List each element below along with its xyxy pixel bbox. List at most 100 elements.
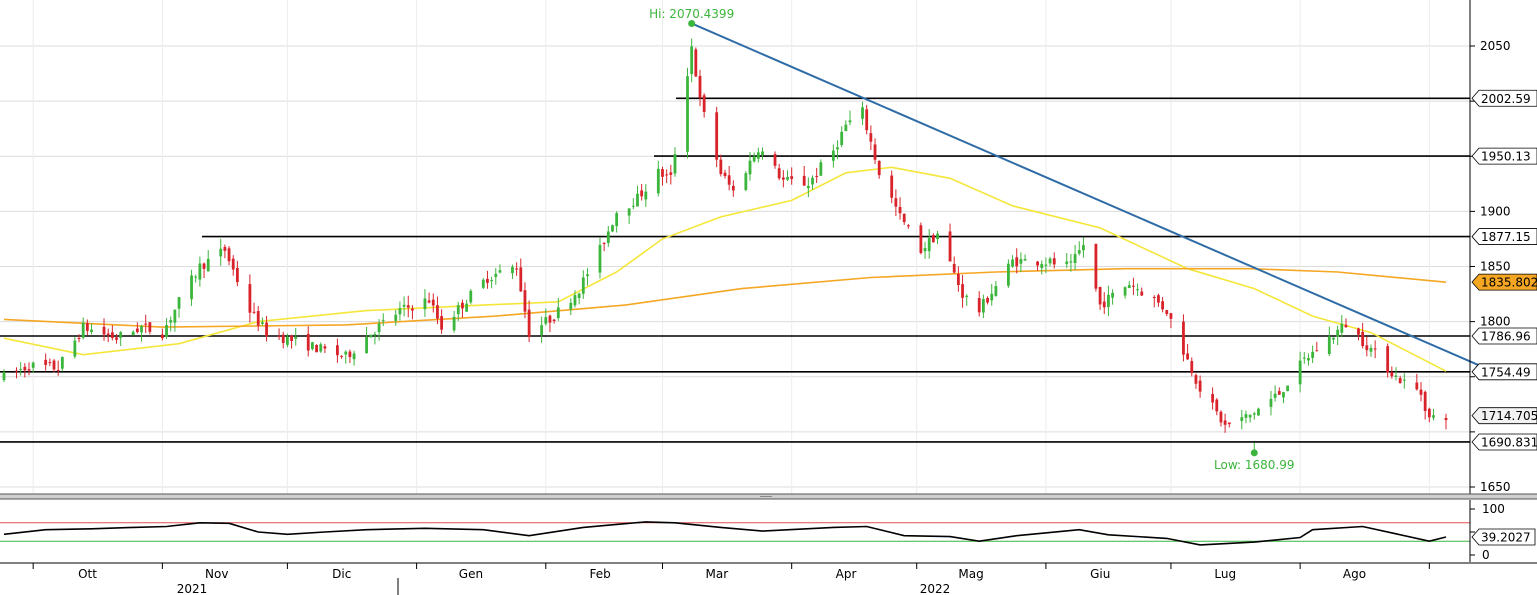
svg-text:1835.8024: 1835.8024 [1481,276,1537,290]
candlestick [140,324,143,342]
candlestick [994,280,998,297]
candlestick [436,296,439,325]
candlestick [756,147,760,163]
candlestick [1269,390,1273,416]
candlestick [281,331,285,349]
moving-average-line [3,267,1447,328]
candlestick [15,367,18,379]
candlestick [861,101,864,125]
candlestick [1169,312,1173,329]
candlestick [906,224,910,229]
candlestick [606,226,610,247]
candlestick [235,260,239,287]
candlestick [348,349,352,364]
last-price-tag: 1714.7051 [1471,407,1537,425]
candlestick [1227,422,1231,428]
svg-text:1877.15: 1877.15 [1481,230,1531,244]
candlestick [106,328,110,343]
candlestick [498,264,502,274]
candlestick [440,309,444,334]
candlestick [802,166,806,186]
year-label: 2022 [920,582,951,595]
candlestick [598,237,602,279]
candlestick [673,147,677,177]
candlestick [894,189,898,217]
candlestick [1048,256,1052,267]
candlestick [577,292,581,305]
candlestick [540,316,544,343]
candlestick [1186,344,1190,360]
candlestick [936,230,939,245]
candlestick [611,224,614,233]
candlestick [1361,322,1365,349]
candlestick [819,159,823,176]
candlestick [661,166,664,186]
month-label: Nov [205,567,228,581]
candlestick [1094,243,1098,292]
candlestick [902,213,906,225]
candlestick [481,277,485,289]
candlestick [1340,315,1344,338]
candlestick [260,317,264,326]
candlestick [148,322,152,335]
candlestick [1006,259,1010,288]
candlestick [119,331,123,346]
month-label: Ott [78,567,97,581]
rsi-y-tick-label: 100 [1482,502,1505,516]
candlestick [52,359,56,373]
candlestick [411,305,414,320]
candlestick [865,104,869,135]
time-axis: Ott Nov Dic Gen Feb Mar Apr Mag Giu Lug Ago 2021 202… [0,562,1537,595]
candlestick [1157,293,1160,307]
candlestick [548,314,552,333]
month-label: Dic [332,567,351,581]
candlestick [1327,326,1331,357]
candlestick [115,334,118,344]
trendline [691,22,1489,370]
candlestick [515,262,519,276]
candlestick [1357,327,1360,341]
month-label: Apr [836,567,857,581]
candlestick [781,170,785,188]
candlestick [1432,408,1435,421]
support-resistance-levels [0,97,1470,443]
candlestick [252,302,256,314]
candlestick [1211,387,1215,410]
candlestick [1240,409,1244,430]
candlestick [919,222,923,255]
candlestick [831,144,835,168]
candlestick [1315,341,1319,352]
rsi-value-tag: 39.2027 [1471,528,1536,546]
candlestick [761,147,764,160]
rsi-y-tick-label: 0 [1482,548,1490,562]
candlestick [131,330,135,336]
candlestick [494,268,498,285]
candlestick [1369,344,1373,357]
candlestick [490,276,494,289]
candlestick [398,301,402,321]
candlestick [511,264,514,279]
level-price-tag: 1950.13 [1471,147,1537,165]
candlestick [1273,385,1277,402]
y-tick-label: 1650 [1480,480,1511,494]
candlestick [277,328,281,340]
year-label: 2021 [177,582,208,595]
candlestick [1102,292,1106,314]
panel-divider[interactable] [0,493,1537,500]
candlestick [265,316,268,342]
candlestick [1123,286,1127,299]
candlestick [848,110,852,126]
candlestick [990,283,994,306]
candlestick [748,151,752,181]
candlestick [223,244,227,259]
candlestick [81,317,85,340]
candlestick [144,314,148,333]
candlestick [227,245,231,266]
candlestick [752,152,756,163]
candlestick [836,140,839,160]
candlestick [1311,345,1315,364]
candlestick [1244,410,1248,424]
candlestick [931,233,935,243]
svg-text:1690.8317: 1690.8317 [1481,435,1537,449]
